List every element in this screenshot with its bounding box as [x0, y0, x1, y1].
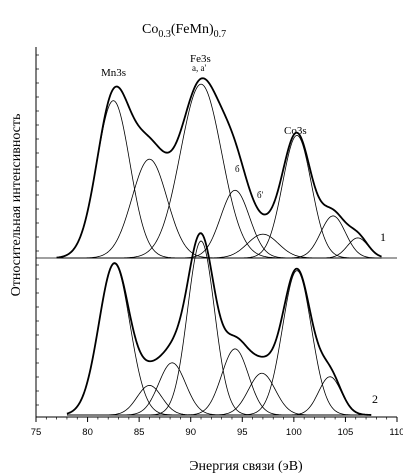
title-sub1: 0.3 — [158, 29, 171, 40]
spectrum-1-component-7 — [281, 215, 382, 259]
x-tick-label: 105 — [337, 427, 353, 438]
title-sub2: 0.7 — [214, 29, 227, 40]
spectrum-2-envelope — [66, 232, 372, 416]
spectrum-2 — [66, 232, 372, 416]
spectrum-1-component-6 — [236, 134, 357, 259]
peak-label-fe3s-sub: a, a' — [192, 63, 206, 73]
spectrum-2-component-8 — [282, 376, 372, 416]
peak-label-b-prime: б' — [257, 190, 264, 200]
x-tick-label: 100 — [286, 427, 302, 438]
peak-label-fe3s: Fe3s — [190, 53, 211, 65]
x-tick-label: 110 — [389, 427, 403, 438]
y-minor-ticks — [36, 54, 39, 406]
spectrum-1 — [56, 77, 382, 259]
curve-number-1: 1 — [380, 230, 386, 244]
x-tick-label: 95 — [237, 427, 248, 438]
x-ticks: 75 80 85 90 95 100 105 110 — [31, 417, 403, 438]
peak-label-co3s: Co3s — [284, 125, 307, 137]
peak-label-mn3s: Mn3s — [101, 67, 126, 79]
peak-label-b: б — [235, 164, 240, 174]
spectrum-2-component-5 — [178, 348, 292, 416]
spectrum-2-component-7 — [236, 270, 357, 416]
spectrum-2-component-3 — [115, 362, 229, 416]
spectrum-1-component-4 — [174, 189, 296, 259]
chart-title: Co0.3(FeMn)0.7 — [142, 22, 226, 40]
y-axis-label: Относительная интенсивность — [9, 114, 24, 297]
x-tick-label: 80 — [82, 427, 93, 438]
spectrum-1-component-5 — [197, 233, 328, 259]
spectrum-1-envelope — [56, 77, 382, 259]
x-tick-label: 90 — [185, 427, 196, 438]
spectrum-2-component-4 — [144, 240, 258, 416]
title-base: Co — [142, 22, 158, 37]
x-tick-label: 75 — [31, 427, 42, 438]
spectrum-2-component-6 — [205, 372, 318, 416]
x-tick-label: 85 — [134, 427, 145, 438]
x-axis-label: Энергия связи (эВ) — [189, 459, 303, 474]
curve-number-2: 2 — [372, 392, 378, 406]
spectrum-2-component-2 — [97, 385, 201, 416]
title-mid: (FeMn) — [171, 22, 214, 37]
